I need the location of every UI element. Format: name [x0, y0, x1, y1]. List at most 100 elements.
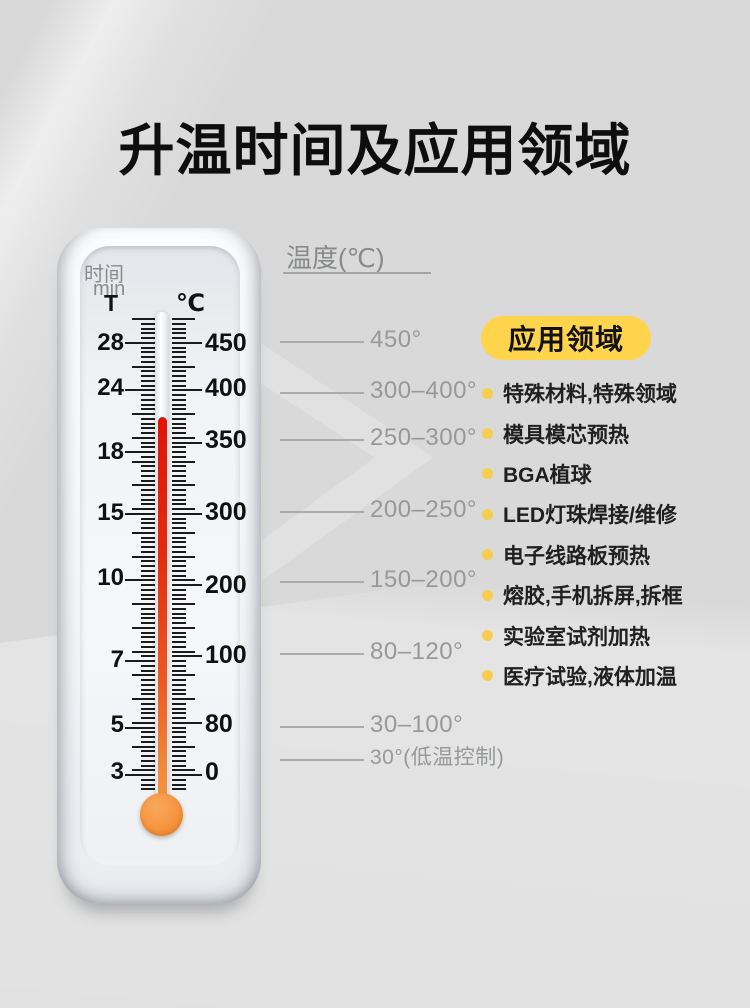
scale-tick — [141, 584, 155, 586]
scale-tick — [141, 764, 155, 767]
scale-tick — [172, 593, 186, 596]
range-label: 80–120° — [370, 638, 464, 665]
scale-tick — [172, 769, 195, 772]
scale-tick — [141, 617, 155, 620]
scale-tick — [172, 370, 186, 373]
scale-tick — [132, 508, 155, 510]
scale-tick — [172, 489, 186, 491]
scale-tick — [141, 517, 155, 520]
scale-tick — [172, 389, 202, 392]
application-item: 模具模芯预热 — [482, 413, 683, 453]
scale-tick — [172, 451, 186, 453]
scale-tick — [132, 318, 155, 320]
time-scale-number: 18 — [97, 438, 124, 465]
scale-tick — [132, 745, 155, 748]
scale-tick — [172, 617, 186, 620]
scale-tick — [172, 337, 186, 339]
scale-tick — [172, 522, 186, 525]
scale-tick — [172, 655, 202, 658]
scale-tick — [141, 636, 155, 639]
scale-tick — [141, 465, 155, 468]
page-title: 升温时间及应用领域 — [118, 118, 632, 182]
scale-tick — [141, 403, 155, 406]
scale-tick — [172, 612, 186, 615]
scale-tick — [172, 622, 186, 624]
scale-tick — [172, 669, 186, 672]
scale-tick — [172, 702, 186, 705]
scale-tick — [172, 360, 186, 363]
scale-tick — [141, 712, 155, 715]
application-item: 实验室试剂加热 — [482, 615, 683, 655]
scale-tick — [141, 536, 155, 539]
scale-tick — [172, 726, 186, 729]
scale-tick — [125, 726, 155, 729]
scale-tick — [172, 631, 186, 634]
bullet-dot-icon — [482, 508, 493, 520]
scale-tick — [141, 641, 155, 643]
temp-scale-number: 400 — [205, 374, 247, 402]
bullet-dot-icon — [482, 589, 493, 601]
application-label: BGA植球 — [503, 463, 592, 487]
range-label: 300–400° — [370, 377, 478, 404]
scale-tick — [141, 550, 155, 553]
scale-tick — [132, 531, 155, 534]
scale-tick — [141, 379, 155, 382]
scale-tick — [141, 370, 155, 373]
scale-tick — [141, 394, 155, 396]
scale-tick — [141, 560, 155, 563]
scale-tick — [172, 332, 186, 335]
bullet-dot-icon — [482, 549, 493, 561]
scale-tick — [172, 508, 195, 510]
time-scale-number: 5 — [110, 711, 124, 738]
scale-tick — [172, 356, 186, 358]
application-label: LED灯珠焊接/维修 — [503, 504, 677, 528]
scale-tick — [132, 603, 155, 605]
scale-tick — [132, 721, 155, 724]
scale-tick — [141, 422, 155, 425]
scale-tick — [141, 474, 155, 477]
application-item: 熔胶,手机拆屏,拆框 — [482, 575, 683, 615]
scale-tick — [172, 755, 186, 757]
scale-tick — [141, 417, 155, 420]
scale-tick — [172, 527, 186, 529]
temp-scale-number: 80 — [205, 710, 233, 738]
scale-tick — [172, 327, 186, 330]
scale-tick — [141, 612, 155, 615]
scale-tick — [172, 408, 186, 411]
scale-tick — [172, 569, 186, 572]
scale-tick — [172, 484, 195, 487]
scale-tick — [172, 626, 195, 629]
scale-tick — [172, 683, 186, 686]
scale-tick — [141, 588, 155, 591]
scale-tick — [141, 322, 155, 325]
scale-tick — [172, 498, 186, 501]
temp-scale-number: 350 — [205, 426, 247, 454]
scale-tick — [125, 389, 155, 392]
scale-tick — [132, 650, 155, 653]
scale-tick — [172, 603, 195, 605]
time-scale-number: 7 — [110, 646, 124, 673]
scale-tick — [172, 541, 186, 544]
scale-tick — [141, 778, 155, 781]
scale-tick — [141, 493, 155, 496]
scale-tick — [172, 550, 186, 553]
scale-tick — [141, 346, 155, 349]
scale-tick — [141, 788, 155, 791]
scale-tick — [172, 422, 186, 425]
scale-tick — [132, 769, 155, 772]
scale-tick — [141, 750, 155, 753]
scale-tick — [141, 565, 155, 567]
scale-tick — [125, 512, 155, 515]
scale-tick — [172, 759, 186, 762]
scale-tick — [141, 759, 155, 762]
scale-tick — [172, 764, 186, 767]
scale-tick — [172, 446, 186, 449]
application-label: 电子线路板预热 — [503, 544, 650, 568]
scale-tick — [141, 688, 155, 691]
scale-tick — [172, 384, 186, 387]
scale-tick — [172, 750, 186, 753]
scale-tick — [132, 555, 155, 558]
scale-tick — [172, 731, 186, 734]
scale-tick — [141, 717, 155, 719]
